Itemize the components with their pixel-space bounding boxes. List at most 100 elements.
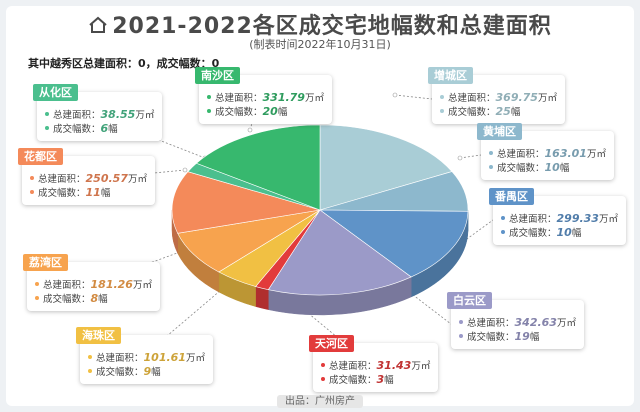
pie-top [171, 124, 469, 296]
pie-sides [171, 209, 469, 316]
bullet-icon [45, 112, 49, 116]
count-unit: 幅 [108, 124, 118, 135]
bullet-icon [501, 230, 505, 234]
count-value: 10 [544, 161, 560, 174]
count-value: 3 [376, 373, 385, 386]
area-row: 总建面积：181.26万㎡ [35, 278, 152, 292]
count-value: 20 [262, 105, 278, 118]
bullet-icon [459, 320, 463, 324]
label-card: 花都区 总建面积：250.57万㎡ 成交幅数：11幅 [18, 148, 155, 205]
pie-slice-4 [267, 209, 412, 296]
area-row: 总建面积：38.55万㎡ [45, 108, 154, 122]
area-unit: 万㎡ [304, 93, 324, 104]
count-value: 9 [143, 365, 152, 378]
area-unit: 万㎡ [185, 353, 205, 364]
area-row: 总建面积：163.01万㎡ [489, 147, 606, 161]
source-credit: 出品：广州房产 [0, 392, 640, 408]
bullet-icon [440, 109, 444, 113]
district-name: 海珠区 [76, 327, 121, 344]
label-card: 天河区 总建面积：31.43万㎡ 成交幅数：3幅 [309, 335, 439, 392]
area-unit: 万㎡ [537, 93, 557, 104]
area-value: 101.61 [143, 351, 186, 364]
label-card: 南沙区 总建面积：331.79万㎡ 成交幅数：20幅 [195, 67, 332, 124]
area-row: 总建面积：101.61万㎡ [88, 351, 205, 365]
bullet-icon [88, 369, 92, 373]
district-name: 增城区 [428, 67, 473, 84]
pie-slice-3 [319, 209, 469, 278]
leader-line-8 [81, 169, 186, 181]
label-card: 从化区 总建面积：38.55万㎡ 成交幅数：6幅 [33, 84, 163, 141]
house-icon [89, 16, 107, 33]
area-value: 331.79 [262, 91, 305, 104]
count-label: 成交幅数： [497, 163, 545, 174]
yuexiu-note: 其中越秀区总建面积：0，成交幅数：0 [28, 57, 220, 70]
area-row: 总建面积：299.33万㎡ [501, 212, 618, 226]
label-card: 荔湾区 总建面积：181.26万㎡ 成交幅数：8幅 [23, 254, 160, 311]
bullet-icon [35, 282, 39, 286]
count-value: 6 [100, 122, 109, 135]
bullet-icon [459, 334, 463, 338]
chart-title: 2021-2022各区成交宅地幅数和总建面积 [0, 8, 640, 40]
district-name: 白云区 [447, 292, 492, 309]
district-name: 番禺区 [489, 188, 534, 205]
count-label: 成交幅数： [329, 375, 377, 386]
count-label: 成交幅数： [43, 294, 91, 305]
label-card: 番禺区总建面积：299.33万㎡ 成交幅数：10幅 [489, 188, 626, 245]
area-unit: 万㎡ [411, 361, 431, 372]
area-unit: 万㎡ [586, 149, 606, 160]
chart-subtitle: (制表时间2022年10月31日) [249, 38, 391, 51]
area-value: 342.63 [514, 316, 557, 329]
count-label: 成交幅数： [448, 107, 496, 118]
area-label: 总建面积： [53, 110, 101, 121]
area-label: 总建面积： [497, 149, 545, 160]
bullet-icon [440, 95, 444, 99]
count-row: 成交幅数：25幅 [440, 105, 557, 119]
count-label: 成交幅数： [96, 367, 144, 378]
count-value: 25 [495, 105, 511, 118]
count-row: 成交幅数：6幅 [45, 122, 154, 136]
area-row: 总建面积：31.43万㎡ [321, 359, 430, 373]
count-value: 19 [514, 330, 530, 343]
count-row: 成交幅数：9幅 [88, 365, 205, 379]
bullet-icon [321, 377, 325, 381]
area-unit: 万㎡ [598, 214, 618, 225]
count-unit: 幅 [100, 188, 111, 199]
leader-line-2 [459, 154, 482, 159]
count-unit: 幅 [529, 332, 540, 343]
area-row: 总建面积：369.75万㎡ [440, 91, 557, 105]
leader-dot-1 [392, 92, 398, 98]
area-value: 250.57 [85, 172, 128, 185]
count-row: 成交幅数：3幅 [321, 373, 430, 387]
leader-line-1 [394, 94, 433, 100]
area-row: 总建面积：342.63万㎡ [459, 316, 576, 330]
count-unit: 幅 [571, 228, 582, 239]
pie-slice-10 [195, 124, 321, 211]
district-name: 黄埔区 [477, 123, 522, 140]
district-name: 南沙区 [195, 67, 240, 84]
bullet-icon [207, 95, 211, 99]
count-unit: 幅 [277, 107, 288, 118]
pie-side-5 [255, 286, 269, 310]
bullet-icon [30, 176, 34, 180]
area-label: 总建面积： [448, 93, 496, 104]
count-row: 成交幅数：10幅 [501, 226, 618, 240]
area-label: 总建面积： [467, 318, 515, 329]
area-unit: 万㎡ [127, 174, 147, 185]
area-value: 163.01 [544, 147, 587, 160]
leader-line-4 [399, 284, 452, 325]
count-row: 成交幅数：19幅 [459, 330, 576, 344]
district-name: 荔湾区 [23, 254, 68, 271]
source-text: 出品：广州房产 [277, 395, 363, 408]
bullet-icon [30, 190, 34, 194]
area-value: 299.33 [556, 212, 599, 225]
pie-slice-1 [319, 124, 453, 211]
bullet-icon [88, 355, 92, 359]
bullet-icon [489, 151, 493, 155]
area-value: 369.75 [495, 91, 538, 104]
count-unit: 幅 [384, 375, 394, 386]
leader-dot-10 [247, 127, 253, 133]
count-unit: 幅 [98, 294, 108, 305]
area-row: 总建面积：250.57万㎡ [30, 172, 147, 186]
count-row: 成交幅数：11幅 [30, 186, 147, 200]
